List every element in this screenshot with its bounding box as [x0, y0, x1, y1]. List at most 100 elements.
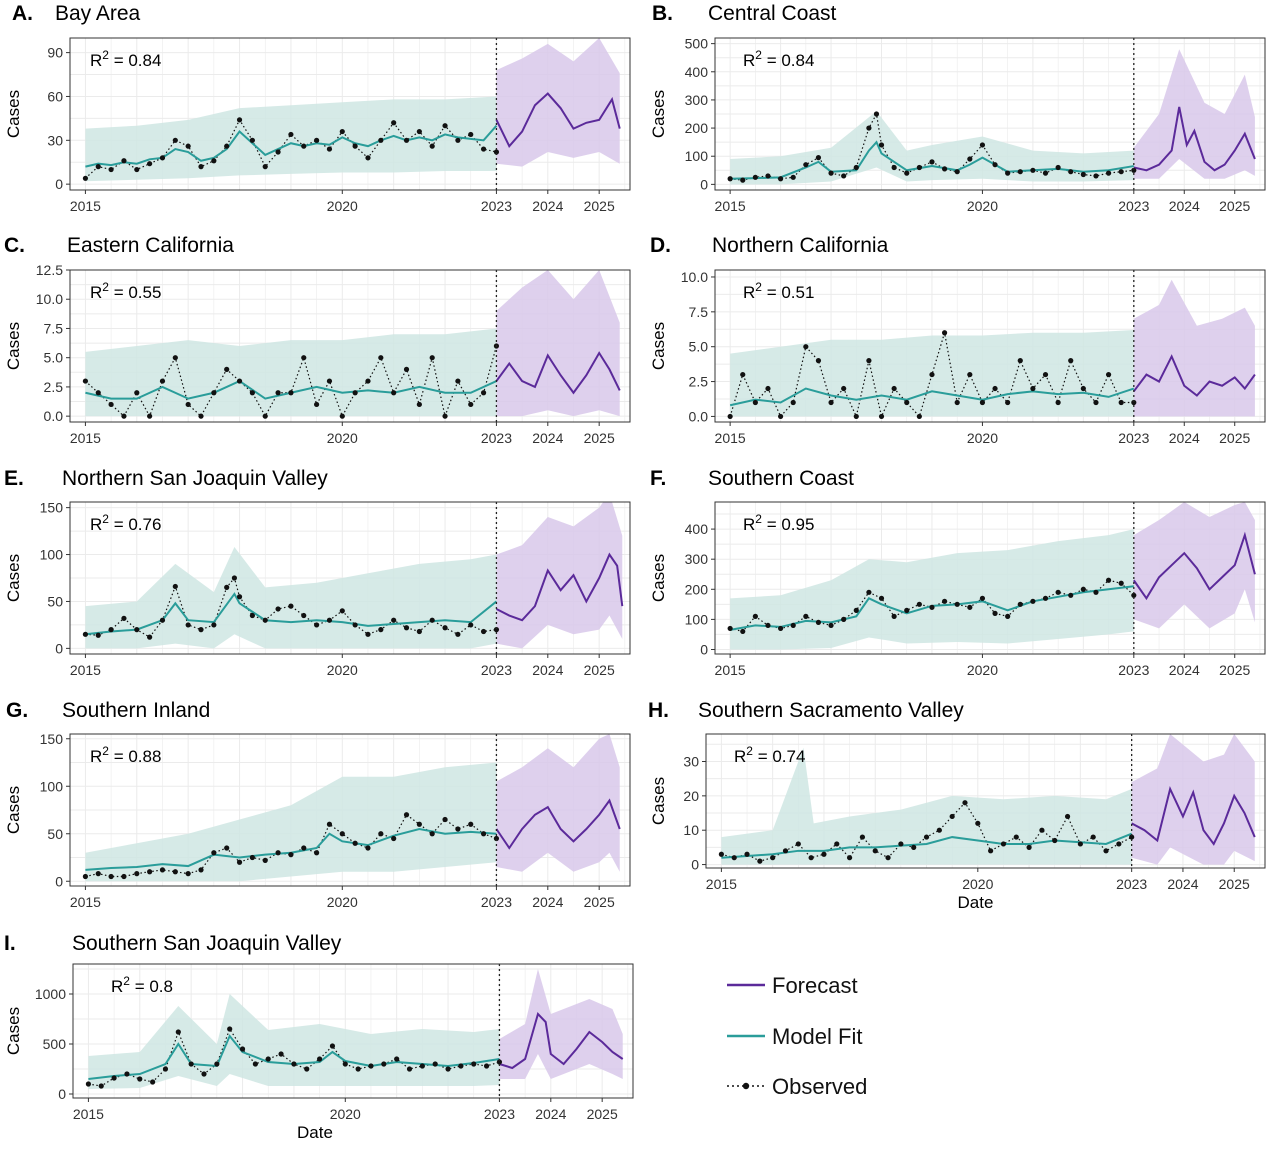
observed-point — [1042, 595, 1049, 601]
observed-point — [841, 173, 847, 179]
observed-point — [159, 378, 166, 384]
panel-letter: H. — [648, 699, 669, 722]
observed-point — [188, 1061, 194, 1067]
observed-point — [878, 413, 885, 420]
y-tick-label: 200 — [685, 581, 709, 597]
observed-point — [198, 627, 204, 633]
observed-point — [988, 848, 994, 854]
r-squared-annotation: R2 = 0.84 — [743, 48, 814, 70]
observed-point — [108, 401, 114, 408]
observed-point — [211, 850, 217, 856]
observed-point — [329, 1043, 336, 1049]
model-fit-line — [730, 140, 1134, 180]
plot-frame — [714, 37, 1266, 191]
observed-point — [480, 390, 487, 396]
panel-title: Southern Inland — [62, 699, 210, 722]
x-tick-label: 2024 — [532, 430, 563, 446]
observed-point — [979, 142, 986, 148]
y-axis-label: Cases — [4, 786, 23, 834]
observed-point — [765, 173, 771, 179]
observed-point — [752, 174, 758, 180]
observed-point — [815, 358, 822, 364]
forecast-line — [1133, 106, 1256, 172]
y-tick-label: 0 — [55, 873, 63, 889]
y-tick-label: 30 — [683, 753, 699, 769]
observed-point — [866, 125, 872, 131]
x-tick-label: 2024 — [1169, 198, 1200, 214]
panel-f: 0 100 200 300 400 2015 2020 2023 2024 2025 Cases F.… — [649, 467, 1266, 678]
y-axis-label: Cases — [649, 777, 668, 825]
r-squared-annotation: R2 = 0.76 — [90, 512, 161, 534]
observed-point — [365, 155, 371, 161]
observed-point — [98, 1083, 104, 1089]
observed-point — [936, 827, 942, 833]
observed-point — [803, 162, 809, 168]
observed-point — [885, 855, 891, 861]
observed-point — [262, 617, 268, 623]
forecast-line — [495, 552, 624, 622]
observed-point — [731, 855, 737, 861]
observed-point — [416, 628, 422, 635]
observed-point — [828, 170, 834, 176]
observed-point — [378, 831, 384, 837]
observed-point — [172, 355, 178, 361]
y-axis-label: Cases — [649, 554, 668, 602]
observed-point — [159, 867, 166, 873]
y-axis-label: Cases — [4, 322, 23, 370]
x-tick-label: 2025 — [587, 1106, 618, 1122]
legend-item-observed: Observed — [727, 1074, 867, 1099]
observed-point — [1026, 844, 1032, 850]
legend-swatch-point — [742, 1082, 750, 1090]
observed-point — [1118, 399, 1124, 406]
y-tick-label: 7.5 — [689, 304, 709, 320]
model-fit-band — [721, 747, 1132, 865]
observed-point — [211, 158, 217, 164]
observed-point — [954, 601, 960, 607]
x-tick-label: 2024 — [532, 198, 563, 214]
x-tick-label: 2015 — [70, 662, 101, 678]
observed-point — [815, 155, 822, 161]
legend-label: Observed — [772, 1074, 867, 1099]
observed-point — [314, 850, 320, 856]
y-tick-label: 10 — [683, 822, 699, 838]
observed-point — [239, 1046, 246, 1052]
observed-point — [853, 607, 859, 613]
observed-point — [916, 413, 922, 420]
y-tick-label: 300 — [685, 551, 709, 567]
observed-point — [1093, 589, 1099, 595]
observed-point — [1116, 841, 1122, 847]
observed-point — [339, 128, 345, 135]
observed-point — [765, 622, 771, 629]
observed-point — [304, 1066, 310, 1072]
observed-point — [442, 123, 448, 129]
x-tick-label: 2025 — [584, 430, 615, 446]
x-tick-label: 2023 — [1118, 430, 1149, 446]
model-fit-line — [88, 1034, 500, 1080]
x-tick-label: 2023 — [481, 662, 512, 678]
observed-point — [365, 378, 371, 384]
observed-point — [391, 617, 397, 623]
x-tick-label: 2020 — [327, 662, 358, 678]
observed-point — [147, 161, 153, 167]
observed-point — [162, 1066, 169, 1072]
forecast-band — [1131, 734, 1255, 865]
observed-point — [108, 627, 114, 633]
panel-i: 0 500 1000 2015 2020 2023 2024 2025 Cases Date I. S… — [4, 932, 634, 1142]
observed-point — [740, 371, 746, 378]
observed-point — [455, 826, 461, 832]
observed-point — [967, 371, 973, 378]
observed-point — [1000, 841, 1007, 847]
observed-point — [352, 143, 358, 149]
observed-point — [1118, 580, 1124, 586]
observed-point — [1005, 613, 1011, 619]
forecast-band — [496, 734, 620, 872]
y-tick-label: 0.0 — [44, 408, 64, 424]
observed-point — [275, 149, 281, 155]
y-tick-label: 400 — [685, 64, 709, 80]
x-tick-label: 2024 — [535, 1106, 566, 1122]
y-tick-label: 0 — [55, 176, 63, 192]
y-tick-label: 0 — [55, 640, 63, 656]
observed-point — [1090, 834, 1096, 840]
observed-point — [727, 413, 733, 420]
observed-point — [777, 413, 784, 420]
